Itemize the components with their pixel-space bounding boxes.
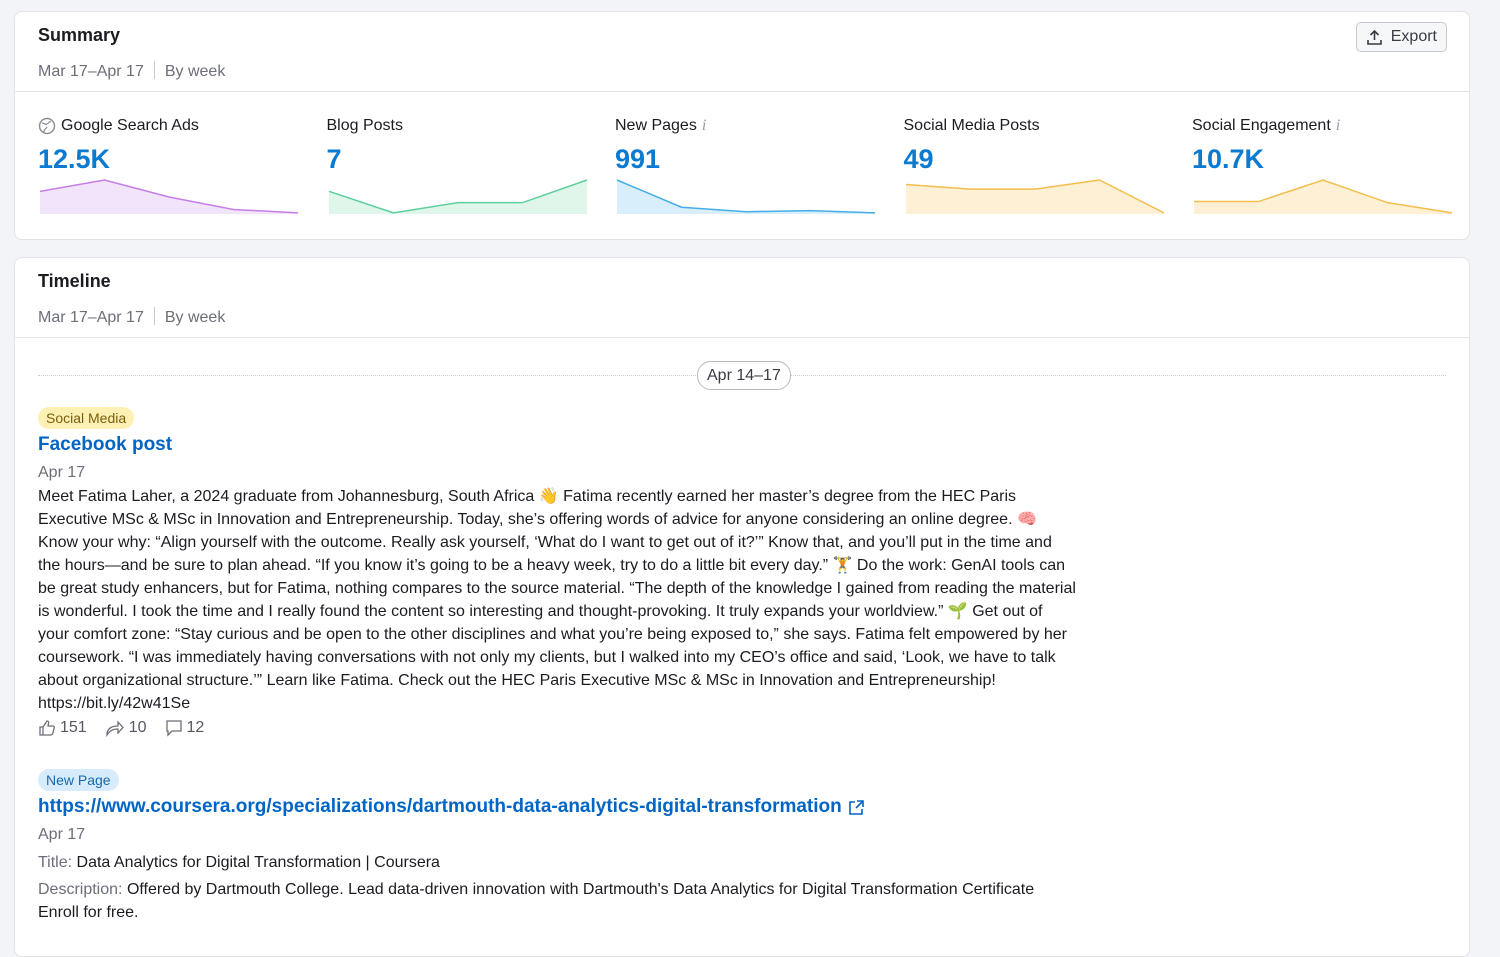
page-title: Data Analytics for Digital Transformatio… [76,854,440,871]
period[interactable]: By week [164,309,226,326]
shares-count: 10 [128,719,147,736]
comments: 12 [165,719,205,737]
separator [153,61,155,79]
sparkline-line [328,179,587,214]
metric-name: Google Search Ads [61,117,199,134]
summary-subtitle: Mar 17–Apr 17 By week [38,61,225,81]
shares: 10 [105,719,147,737]
sparkline-area [617,180,875,214]
sparkline-line [616,179,876,214]
label: Description: [38,881,123,898]
post-title[interactable]: Facebook post [38,434,173,455]
metric-label: Google Search Ads [38,116,308,136]
likes: 151 [38,719,87,737]
sparkline [1194,179,1453,214]
metric-label: New Pages i [615,116,885,136]
post-stats: 151 10 12 [38,719,1078,737]
sparkline-area [905,180,1164,214]
sparkline [905,179,1164,214]
metric-value: 49 [903,144,934,174]
post-date: Apr 17 [38,464,86,481]
period[interactable]: By week [164,63,226,80]
date-range[interactable]: Mar 17–Apr 17 [38,63,144,80]
sparkline-line [39,179,299,214]
page-item: New Page https://www.coursera.org/specia… [38,769,1078,924]
metric-value: 7 [326,144,342,174]
export-button[interactable]: Export [1355,22,1447,52]
metric: Social Engagement i 10.7K [1192,116,1462,214]
date-range[interactable]: Mar 17–Apr 17 [38,309,144,326]
info-icon: i [1335,117,1341,134]
tag: Social Media [38,407,135,429]
timeline-header: Timeline Mar 17–Apr 17 By week [15,258,1469,338]
comments-count: 12 [186,719,205,736]
info-icon: i [701,117,707,134]
sparkline-line [905,179,1164,214]
sparkline-area [328,180,587,214]
icon-part [41,121,52,133]
page-url[interactable]: https://www.coursera.org/specializations… [38,796,1078,818]
metric: Google Search Ads 12.5K [38,116,308,214]
summary-card: Summary Mar 17–Apr 17 By week Export Goog… [14,11,1470,240]
like-icon [39,720,55,736]
post-item: Social Media Facebook post Apr 17 Meet F… [38,407,1078,737]
export-label: Export [1390,28,1437,45]
page-date: Apr 17 [38,826,86,843]
metric-label: Social Media Posts [904,116,1174,136]
likes-count: 151 [60,719,87,736]
summary-title: Summary [38,25,121,45]
metric-name: Blog Posts [326,117,403,134]
globe-icon [38,117,56,135]
external-link-icon[interactable] [848,799,865,816]
week-label: Apr 14–17 [697,361,791,390]
export-icon [1366,29,1382,45]
metric: Social Media Posts 49 [903,116,1174,214]
metric-value: 10.7K [1192,144,1265,174]
sparkline [616,179,876,214]
metric-label: Social Engagement i [1192,116,1462,136]
timeline-subtitle: Mar 17–Apr 17 By week [38,307,225,327]
page-description-row: Description: Offered by Dartmouth Colleg… [38,878,1078,924]
metric-name: Social Engagement [1192,117,1331,134]
metric-label: Blog Posts [327,116,597,136]
comment-icon [165,720,182,737]
tag: New Page [38,769,119,791]
metric-name: New Pages [615,117,697,134]
metric-value: 12.5K [38,144,111,174]
timeline-card: Timeline Mar 17–Apr 17 By week Apr 14–17 … [14,257,1470,957]
metric-value: 991 [615,144,661,174]
page-title-row: Title: Data Analytics for Digital Transf… [38,851,1078,874]
separator [153,307,155,325]
sparkline [39,179,299,214]
url-text[interactable]: https://www.coursera.org/specializations… [38,796,842,817]
timeline-title: Timeline [38,271,111,291]
metric-name: Social Media Posts [903,117,1040,134]
sparkline [328,179,587,214]
metric: Blog Posts 7 [326,116,597,214]
metric: New Pages i 991 [615,116,885,214]
share-icon [106,720,124,737]
icon-part [38,117,56,135]
summary-header: Summary Mar 17–Apr 17 By week Export [15,12,1469,92]
label: Title: [38,854,73,871]
sparkline-area [1194,180,1452,214]
post-body: Meet Fatima Laher, a 2024 graduate from … [38,488,1076,712]
page-description: Offered by Dartmouth College. Lead data-… [38,881,1035,921]
sparkline-line [1194,179,1453,214]
